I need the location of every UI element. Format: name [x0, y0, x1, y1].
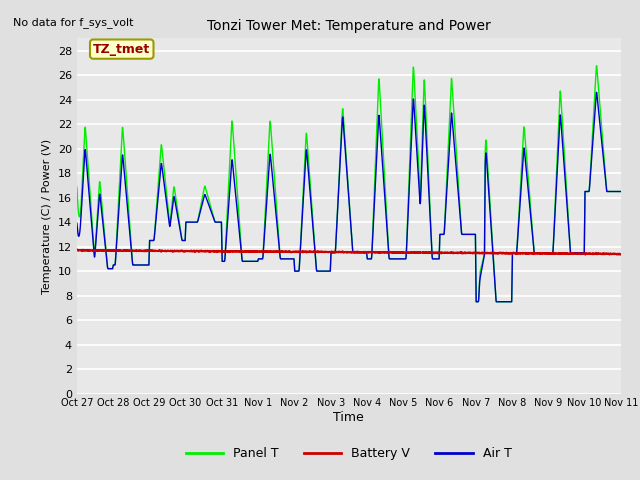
Y-axis label: Temperature (C) / Power (V): Temperature (C) / Power (V): [42, 138, 52, 294]
X-axis label: Time: Time: [333, 411, 364, 424]
Legend: Panel T, Battery V, Air T: Panel T, Battery V, Air T: [181, 443, 516, 466]
Text: No data for f_sys_volt: No data for f_sys_volt: [13, 17, 133, 28]
Text: TZ_tmet: TZ_tmet: [93, 43, 150, 56]
Title: Tonzi Tower Met: Temperature and Power: Tonzi Tower Met: Temperature and Power: [207, 19, 491, 33]
